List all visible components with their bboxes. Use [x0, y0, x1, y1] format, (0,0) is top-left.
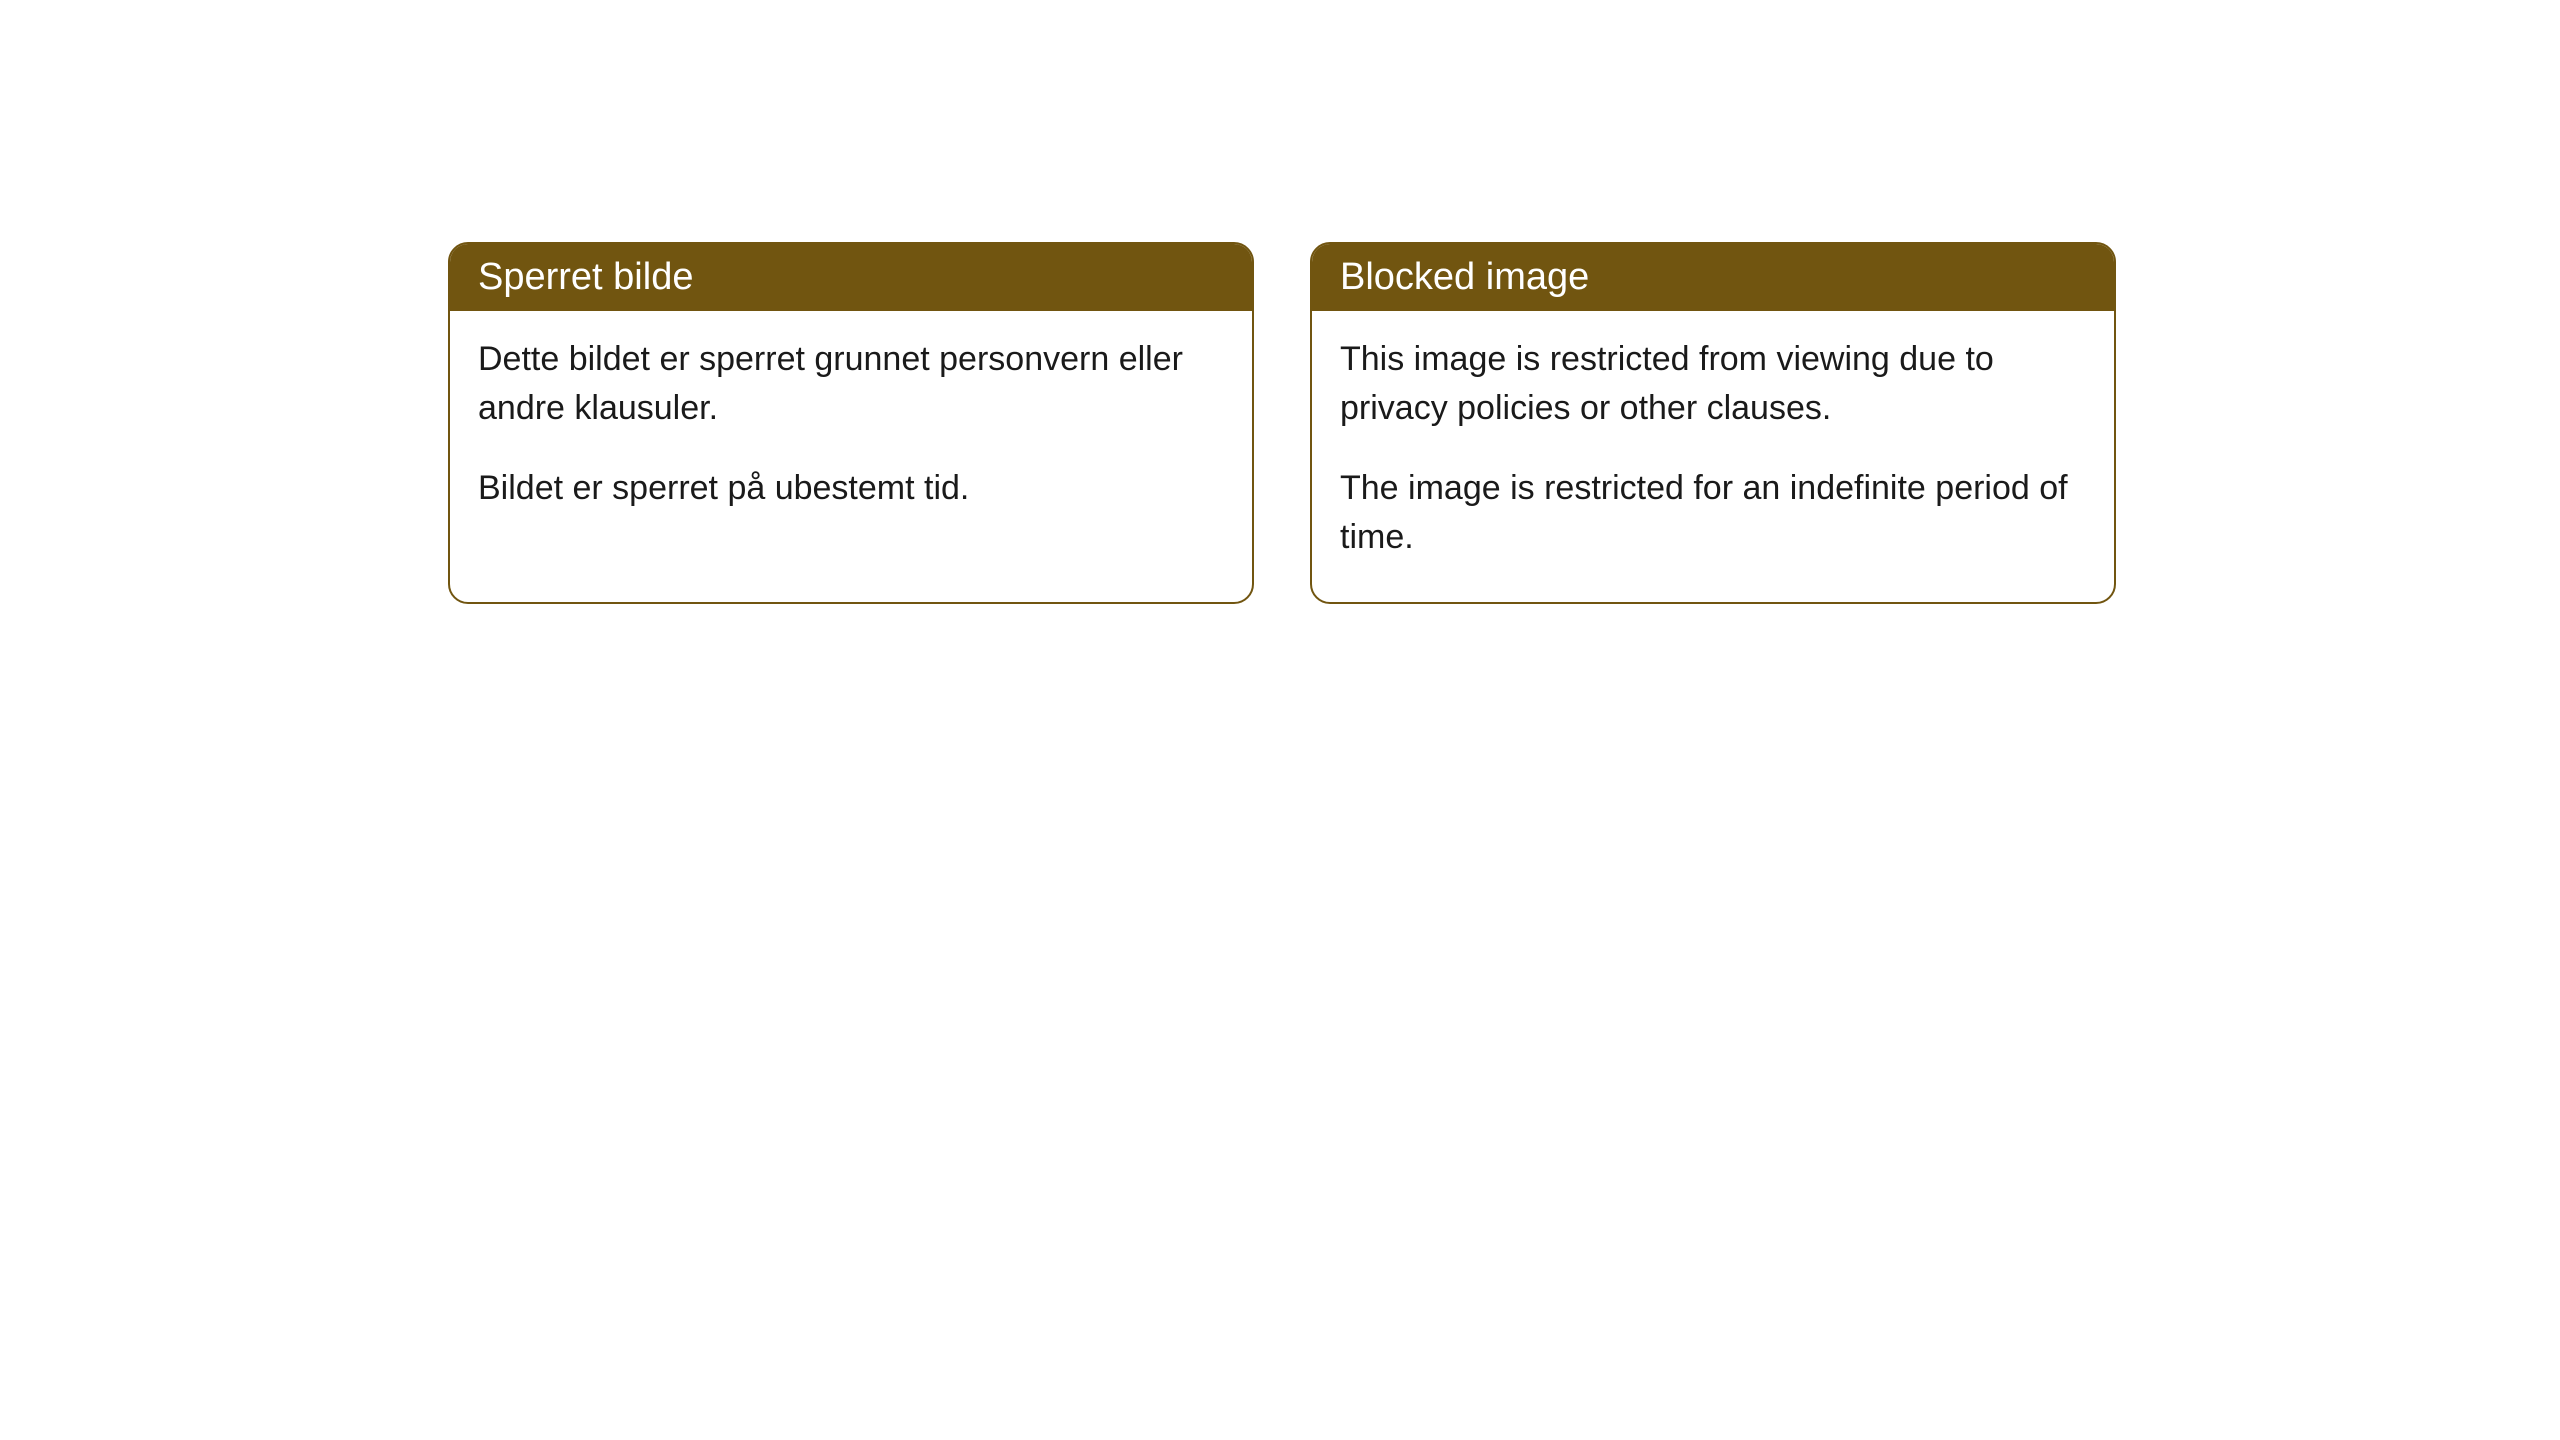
card-title: Sperret bilde: [478, 256, 693, 298]
card-title: Blocked image: [1340, 256, 1589, 298]
card-paragraph: The image is restricted for an indefinit…: [1340, 464, 2086, 563]
card-body-norwegian: Dette bildet er sperret grunnet personve…: [450, 311, 1252, 553]
card-paragraph: Bildet er sperret på ubestemt tid.: [478, 464, 1224, 513]
notice-card-english: Blocked image This image is restricted f…: [1310, 242, 2116, 604]
card-paragraph: Dette bildet er sperret grunnet personve…: [478, 335, 1224, 434]
card-body-english: This image is restricted from viewing du…: [1312, 311, 2114, 602]
card-header-english: Blocked image: [1312, 244, 2114, 311]
card-header-norwegian: Sperret bilde: [450, 244, 1252, 311]
notice-card-norwegian: Sperret bilde Dette bildet er sperret gr…: [448, 242, 1254, 604]
card-paragraph: This image is restricted from viewing du…: [1340, 335, 2086, 434]
notice-cards-container: Sperret bilde Dette bildet er sperret gr…: [448, 242, 2116, 604]
